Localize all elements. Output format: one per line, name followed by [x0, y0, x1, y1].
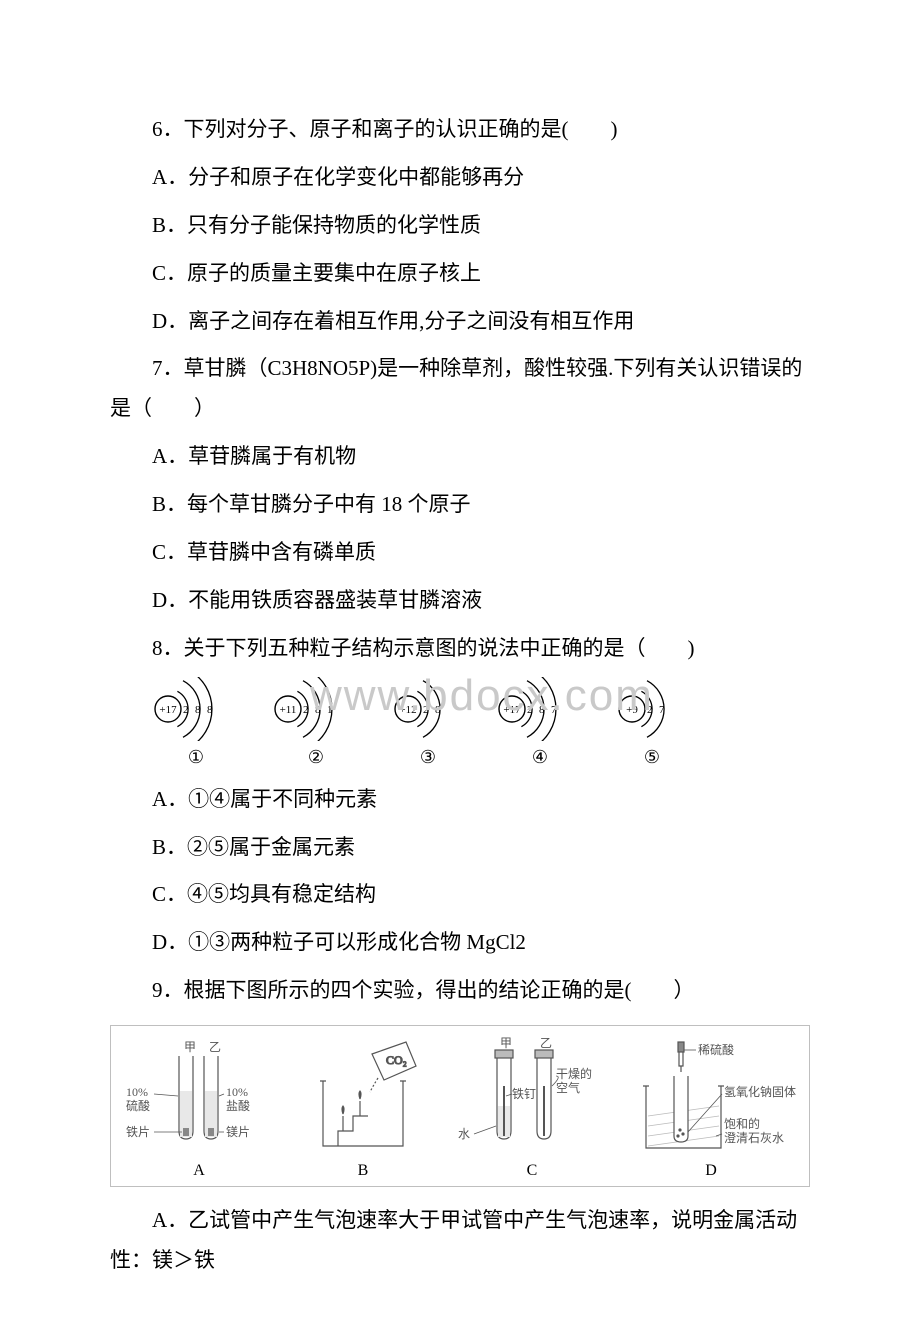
expD-acid: 稀硫酸 [698, 1042, 734, 1057]
expC-air2: 空气 [556, 1080, 580, 1095]
q8-figure: www.bdocx.com +17288①+11281②+1228③+17287… [110, 677, 810, 768]
expD-caption: D [705, 1162, 717, 1180]
atom-diagram-1: +17288① [150, 677, 242, 768]
atom-diagram-5: +9 27 ⑤ [614, 677, 690, 768]
expA-caption: A [193, 1162, 205, 1180]
expD-lime1: 饱和的 [724, 1116, 760, 1131]
q9-figure: 甲 乙 10% 硫酸 铁片 10% 盐酸 镁片 A [110, 1025, 810, 1187]
q9-option-a: A．乙试管中产生气泡速率大于甲试管中产生气泡速率，说明金属活动性：镁＞铁 [110, 1201, 810, 1281]
svg-text:8: 8 [539, 704, 545, 716]
q8-stem: 8．关于下列五种粒子结构示意图的说法中正确的是（ ) [110, 629, 810, 669]
experiment-b-svg: CO₂ [288, 1036, 438, 1156]
q8-option-d: D．①③两种粒子可以形成化合物 MgCl2 [110, 923, 810, 963]
expB-caption: B [358, 1162, 369, 1180]
svg-text:8: 8 [207, 704, 213, 716]
svg-text:+17: +17 [503, 704, 521, 716]
q6-stem: 6．下列对分子、原子和离子的认识正确的是( ) [110, 110, 810, 150]
expD-solid: 氢氧化钠固体 [724, 1084, 796, 1099]
svg-text:+9: +9 [626, 704, 638, 716]
svg-text:8: 8 [315, 704, 321, 716]
q7-option-a: A．草苷膦属于有机物 [110, 437, 810, 477]
atom-label-2: ② [308, 747, 324, 768]
svg-text:+17: +17 [159, 704, 177, 716]
q6-option-b: B．只有分子能保持物质的化学性质 [110, 206, 810, 246]
q7-option-b: B．每个草甘膦分子中有 18 个原子 [110, 485, 810, 525]
svg-text:7: 7 [659, 704, 665, 716]
expA-r3: 镁片 [226, 1125, 250, 1139]
experiment-d-svg: 稀硫酸 氢氧化钠固体 饱和的 澄清石灰水 [626, 1036, 796, 1156]
atom-label-5: ⑤ [644, 747, 660, 768]
q6-option-a: A．分子和原子在化学变化中都能够再分 [110, 158, 810, 198]
svg-text:+11: +11 [280, 704, 297, 716]
q9-stem: 9．根据下图所示的四个实验，得出的结论正确的是( ） [110, 971, 810, 1011]
expD-lime2: 澄清石灰水 [724, 1130, 784, 1145]
experiment-d: 稀硫酸 氢氧化钠固体 饱和的 澄清石灰水 D [626, 1036, 796, 1180]
q7-stem: 7．草甘膦（C3H8NO5P)是一种除草剂，酸性较强.下列有关认识错误的是（ ） [110, 349, 810, 429]
expC-caption: C [527, 1162, 538, 1180]
q7-option-d: D．不能用铁质容器盛装草甘膦溶液 [110, 581, 810, 621]
document-page: 6．下列对分子、原子和离子的认识正确的是( ) A．分子和原子在化学变化中都能够… [0, 0, 920, 1329]
expA-r1: 10% [226, 1085, 248, 1099]
experiment-c-svg: 甲 乙 铁钉 水 干燥的 空气 [452, 1036, 612, 1156]
svg-text:2: 2 [527, 704, 533, 716]
experiment-a-svg: 甲 乙 10% 硫酸 铁片 10% 盐酸 镁片 [124, 1036, 274, 1156]
svg-text:1: 1 [327, 704, 333, 716]
q8-option-a: A．①④属于不同种元素 [110, 780, 810, 820]
atom-label-4: ④ [532, 747, 548, 768]
experiment-a: 甲 乙 10% 硫酸 铁片 10% 盐酸 镁片 A [124, 1036, 274, 1180]
expA-l3: 铁片 [126, 1125, 150, 1139]
svg-text:8: 8 [435, 704, 441, 716]
svg-text:2: 2 [183, 704, 189, 716]
atom-label-3: ③ [420, 747, 436, 768]
expA-tube-right: 乙 [209, 1040, 221, 1054]
atom-diagram-2: +11 281 ② [270, 677, 362, 768]
expC-air1: 干燥的 [556, 1066, 592, 1081]
svg-text:2: 2 [647, 704, 653, 716]
expC-tube-left: 甲 [500, 1036, 512, 1050]
atom-diagram-4: +17 287 ④ [494, 677, 586, 768]
expA-l1: 10% [126, 1085, 148, 1099]
expC-tube-right: 乙 [540, 1036, 552, 1050]
svg-text:7: 7 [551, 704, 557, 716]
expC-water: 水 [458, 1127, 470, 1141]
experiment-c: 甲 乙 铁钉 水 干燥的 空气 C [452, 1036, 612, 1180]
q8-option-b: B．②⑤属于金属元素 [110, 828, 810, 868]
svg-text:2: 2 [423, 704, 429, 716]
atom-row: +17288①+11281②+1228③+17287④+927⑤ [110, 677, 810, 768]
q6-option-c: C．原子的质量主要集中在原子核上 [110, 254, 810, 294]
q7-option-c: C．草苷膦中含有磷单质 [110, 533, 810, 573]
svg-text:2: 2 [303, 704, 309, 716]
svg-text:+12: +12 [399, 704, 416, 716]
expA-r2: 盐酸 [226, 1098, 250, 1113]
expA-l2: 硫酸 [126, 1098, 150, 1113]
expC-nail: 铁钉 [512, 1087, 536, 1101]
atom-label-1: ① [188, 747, 204, 768]
expA-tube-left: 甲 [184, 1040, 196, 1054]
q8-option-c: C．④⑤均具有稳定结构 [110, 875, 810, 915]
q6-option-d: D．离子之间存在着相互作用,分子之间没有相互作用 [110, 302, 810, 342]
atom-diagram-3: +12 28 ③ [390, 677, 466, 768]
experiment-b: CO₂ B [288, 1036, 438, 1180]
expB-gas: CO₂ [386, 1053, 407, 1067]
svg-text:8: 8 [195, 704, 201, 716]
